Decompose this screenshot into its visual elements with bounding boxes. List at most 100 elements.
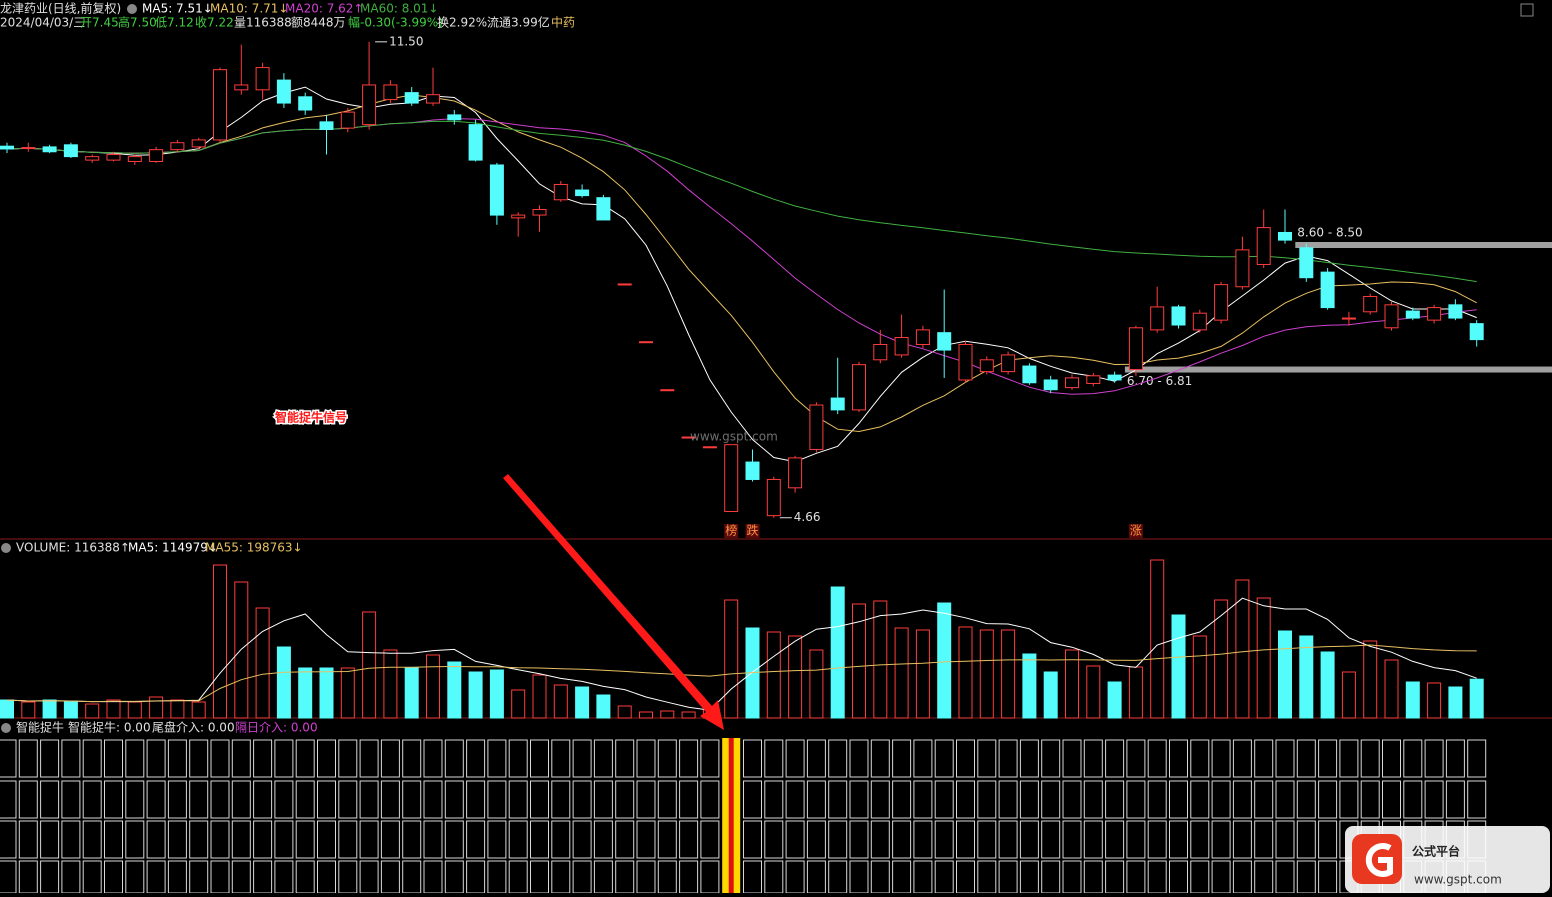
signal-cell	[743, 820, 762, 859]
volume-bar	[1341, 671, 1356, 719]
signal-cell	[82, 780, 102, 819]
signal-cell	[1360, 739, 1380, 778]
signal-cell	[1190, 820, 1210, 859]
signal-cell	[18, 739, 38, 778]
signal-cell	[146, 739, 166, 778]
signal-cell	[18, 820, 38, 859]
signal-cell	[423, 820, 443, 859]
signal-cell	[1275, 820, 1295, 859]
signal-cell	[359, 780, 379, 819]
volume-bar	[553, 684, 568, 719]
candle-body	[1022, 365, 1037, 384]
signal-cell	[1232, 739, 1252, 778]
signal-cell	[1424, 739, 1444, 778]
signal-cell	[444, 780, 464, 819]
signal-cell	[444, 739, 464, 778]
logo: 公式平台 www.gspt.com	[1345, 826, 1550, 893]
candle-body	[766, 478, 781, 517]
volume-bar	[85, 703, 100, 719]
signal-cell	[764, 739, 784, 778]
signal-cell	[593, 739, 613, 778]
candle-body	[319, 121, 334, 130]
signal-cell	[1105, 820, 1125, 859]
candle-body	[511, 214, 526, 219]
volume-bar	[149, 696, 164, 719]
candle-body	[1107, 374, 1122, 381]
quote: 收7.22	[195, 16, 234, 30]
ma-label: MA10: 7.71↓	[210, 2, 288, 16]
volume-bar	[766, 631, 781, 719]
candle-body	[1043, 379, 1058, 391]
candle-body	[1341, 317, 1356, 320]
signal-cell	[1019, 780, 1039, 819]
signal-cell	[317, 780, 336, 819]
candle-body	[979, 359, 994, 373]
signal-cell	[849, 820, 869, 859]
signal-cell	[1105, 739, 1125, 778]
signal-cell	[487, 780, 507, 819]
signal-cell	[806, 820, 826, 859]
signal-cell	[487, 820, 507, 859]
annotation: 4.66	[794, 510, 821, 524]
volume-bar	[1235, 579, 1250, 719]
volume-bar	[426, 654, 440, 719]
signal-cell	[934, 780, 954, 819]
menu-icon[interactable]	[1520, 3, 1534, 17]
candle-body	[1278, 231, 1292, 241]
signal-cell	[1467, 780, 1487, 819]
volume-bar	[958, 626, 973, 719]
signal-cell	[508, 780, 528, 819]
candle-body	[1235, 249, 1250, 288]
signal-cell	[1445, 739, 1465, 778]
signal-cell	[380, 820, 400, 859]
signal-cell	[530, 820, 549, 859]
quote: 幅-0.30(-3.99%)	[348, 15, 443, 30]
signal-cell	[253, 780, 273, 819]
indicator-label: 隔日介入: 0.00	[235, 721, 318, 735]
signal-cell	[1232, 780, 1252, 819]
signal-cell	[1296, 780, 1316, 819]
volume-bar	[362, 611, 377, 719]
volume-bar	[170, 699, 185, 719]
signal-cell	[338, 780, 358, 819]
signal-cell	[934, 739, 954, 778]
signal-cell	[402, 739, 422, 778]
candle-body	[809, 404, 824, 451]
candle-body	[170, 142, 185, 151]
signal-cell	[934, 820, 954, 859]
signal-cell	[1041, 820, 1061, 859]
volume-bar	[1150, 559, 1165, 719]
volume-bar	[1192, 635, 1207, 719]
volume-bar	[1256, 597, 1271, 719]
signal-cell	[1339, 739, 1359, 778]
volume-bar	[1405, 681, 1420, 719]
signal-cell	[679, 739, 699, 778]
candle-body	[1192, 312, 1207, 331]
signal-cell	[231, 739, 251, 778]
signal-cell	[977, 739, 997, 778]
volume-bar	[340, 667, 355, 719]
quote: 量116388	[234, 16, 292, 30]
signal-cell	[1169, 780, 1188, 819]
signal-cell	[913, 820, 933, 859]
volume-bar	[937, 602, 952, 719]
signal-cell	[82, 820, 102, 859]
level-line	[1124, 366, 1552, 373]
signal-cell	[338, 739, 358, 778]
signal-cell	[615, 739, 635, 778]
signal-cell	[700, 820, 720, 859]
candle-body	[127, 156, 142, 163]
signal-cell	[1041, 739, 1061, 778]
candle-body	[191, 139, 206, 148]
candle-body	[788, 457, 803, 489]
signal-cell	[0, 739, 17, 778]
marker-box	[1128, 524, 1143, 538]
signal-cell	[657, 739, 677, 778]
candle-body	[553, 183, 568, 201]
signal-cell	[700, 780, 720, 819]
volume-bar	[1469, 678, 1484, 719]
candle-body	[702, 446, 717, 449]
signal-cell	[423, 780, 443, 819]
